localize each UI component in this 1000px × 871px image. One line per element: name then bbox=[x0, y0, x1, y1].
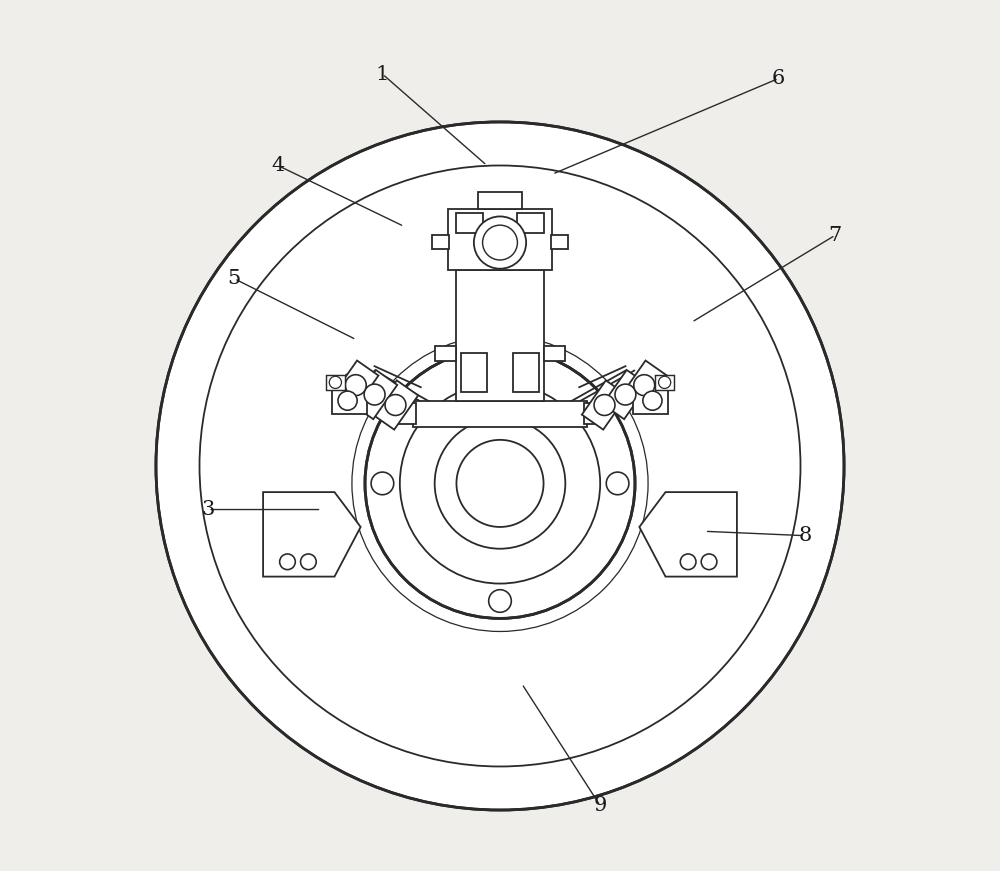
Text: 6: 6 bbox=[772, 69, 785, 88]
Bar bbox=[517, 213, 544, 233]
Circle shape bbox=[301, 554, 316, 570]
Circle shape bbox=[345, 375, 366, 395]
Bar bbox=[456, 270, 544, 401]
Bar bbox=[373, 381, 418, 429]
Circle shape bbox=[280, 554, 295, 570]
Bar bbox=[435, 346, 456, 361]
Circle shape bbox=[456, 440, 544, 527]
Circle shape bbox=[338, 391, 357, 410]
Bar bbox=[413, 401, 587, 427]
Circle shape bbox=[680, 554, 696, 570]
Circle shape bbox=[329, 376, 341, 388]
Circle shape bbox=[489, 354, 511, 377]
Bar bbox=[333, 361, 378, 409]
Circle shape bbox=[371, 472, 394, 495]
Bar bbox=[448, 209, 552, 270]
Text: 7: 7 bbox=[829, 226, 842, 245]
Bar bbox=[397, 403, 416, 424]
Circle shape bbox=[634, 375, 655, 395]
Circle shape bbox=[435, 418, 565, 549]
Bar bbox=[326, 375, 345, 390]
Bar bbox=[461, 353, 487, 392]
Circle shape bbox=[606, 472, 629, 495]
Bar bbox=[544, 346, 565, 361]
Text: 1: 1 bbox=[376, 64, 389, 84]
Circle shape bbox=[659, 376, 671, 388]
Circle shape bbox=[400, 383, 600, 584]
Circle shape bbox=[156, 122, 844, 810]
Bar bbox=[603, 370, 648, 419]
Circle shape bbox=[594, 395, 615, 415]
Circle shape bbox=[483, 225, 517, 260]
Bar bbox=[551, 235, 568, 249]
Bar bbox=[456, 213, 483, 233]
Bar bbox=[432, 235, 449, 249]
Circle shape bbox=[385, 395, 406, 415]
Text: 4: 4 bbox=[271, 156, 285, 175]
Bar bbox=[332, 388, 367, 414]
Circle shape bbox=[643, 391, 662, 410]
Bar bbox=[582, 381, 627, 429]
Circle shape bbox=[474, 216, 526, 268]
Polygon shape bbox=[639, 492, 737, 577]
Bar bbox=[513, 353, 539, 392]
Bar bbox=[622, 361, 667, 409]
Bar bbox=[352, 370, 397, 419]
Text: 3: 3 bbox=[202, 500, 215, 519]
Circle shape bbox=[701, 554, 717, 570]
Bar bbox=[655, 375, 674, 390]
Bar bbox=[478, 192, 522, 209]
Bar bbox=[633, 388, 668, 414]
Circle shape bbox=[364, 384, 385, 405]
Polygon shape bbox=[263, 492, 361, 577]
Text: 9: 9 bbox=[593, 796, 607, 815]
Circle shape bbox=[489, 590, 511, 612]
Text: 8: 8 bbox=[798, 526, 811, 545]
Text: 5: 5 bbox=[228, 269, 241, 288]
Circle shape bbox=[615, 384, 636, 405]
Bar bbox=[584, 403, 603, 424]
Circle shape bbox=[365, 348, 635, 618]
